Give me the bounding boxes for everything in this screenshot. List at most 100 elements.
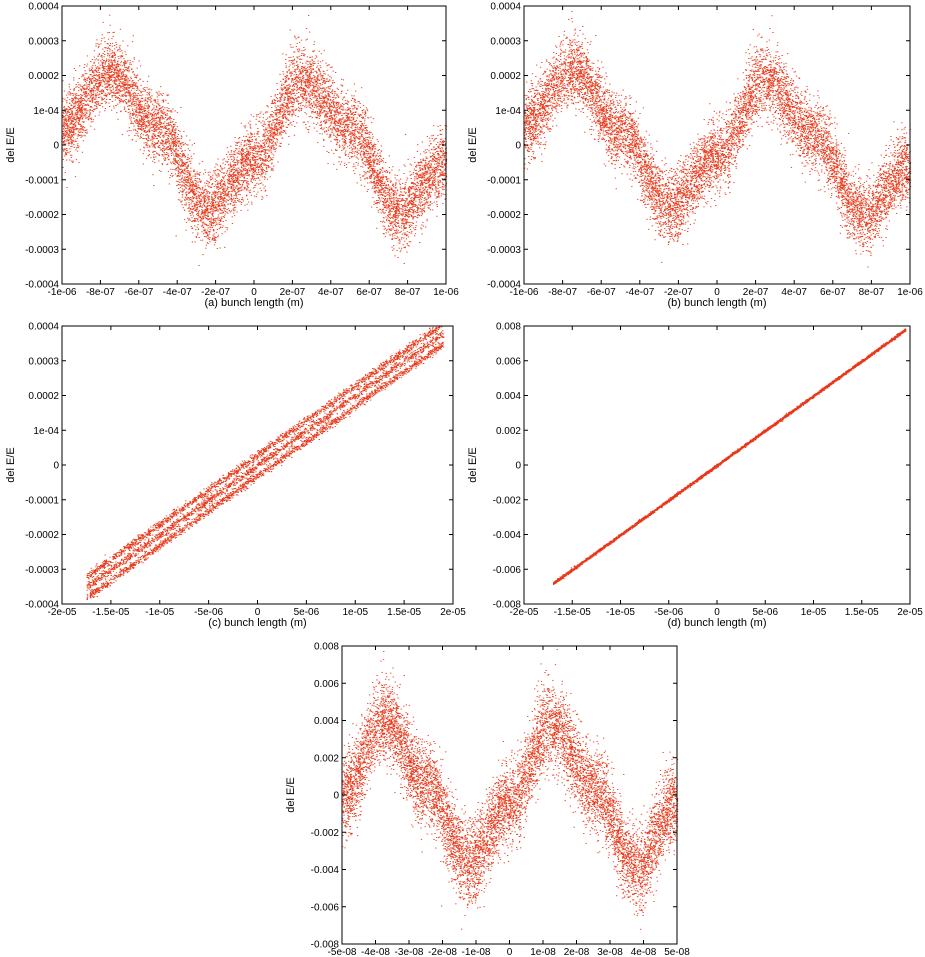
- data-point: [135, 132, 137, 134]
- data-point: [275, 125, 277, 127]
- data-point: [180, 165, 183, 167]
- data-point: [389, 181, 392, 183]
- data-point: [97, 67, 99, 69]
- data-point: [329, 135, 331, 137]
- data-point: [355, 102, 357, 103]
- data-point: [391, 205, 394, 207]
- data-point: [413, 183, 415, 185]
- data-point: [84, 85, 86, 87]
- data-point: [364, 128, 366, 129]
- data-point: [118, 92, 120, 94]
- data-point: [324, 94, 326, 96]
- data-point: [351, 95, 353, 97]
- data-point: [89, 74, 91, 75]
- data-point: [97, 89, 99, 91]
- data-point: [405, 235, 408, 237]
- data-point: [434, 174, 436, 175]
- data-point: [204, 201, 206, 203]
- data-point: [236, 179, 239, 181]
- data-point: [118, 94, 120, 96]
- data-point: [128, 135, 130, 137]
- data-point: [413, 204, 415, 206]
- data-point: [376, 203, 378, 205]
- data-point: [359, 114, 362, 115]
- data-point: [314, 89, 316, 91]
- data-point: [264, 185, 266, 187]
- data-point: [381, 177, 384, 178]
- data-point: [227, 186, 229, 188]
- data-point: [114, 96, 117, 98]
- data-point: [276, 134, 278, 136]
- data-point: [343, 139, 346, 140]
- data-point: [400, 230, 402, 232]
- data-point: [104, 63, 106, 65]
- data-point: [313, 101, 315, 103]
- data-point: [127, 59, 129, 61]
- data-point: [327, 92, 330, 94]
- data-point: [84, 92, 86, 94]
- data-point: [280, 95, 283, 97]
- data-point: [170, 150, 172, 152]
- data-point: [98, 114, 100, 116]
- data-point: [303, 50, 305, 51]
- data-point: [121, 73, 123, 75]
- data-point: [439, 155, 441, 157]
- data-point: [121, 94, 123, 96]
- data-point: [440, 195, 442, 197]
- data-point: [102, 75, 104, 77]
- data-point: [162, 141, 164, 143]
- data-point: [309, 98, 311, 99]
- data-point: [108, 102, 110, 104]
- data-point: [196, 190, 198, 192]
- data-point: [198, 209, 200, 211]
- data-point: [146, 94, 148, 96]
- data-point: [309, 91, 311, 93]
- data-point: [301, 108, 303, 110]
- data-point: [361, 135, 363, 137]
- data-point: [313, 86, 315, 88]
- data-point: [428, 180, 430, 182]
- data-point: [107, 66, 110, 68]
- data-point: [78, 132, 80, 133]
- data-point: [407, 234, 409, 236]
- data-point: [342, 138, 344, 140]
- data-point: [120, 98, 122, 100]
- data-point: [413, 211, 415, 213]
- data-point: [112, 55, 114, 57]
- data-point: [351, 130, 353, 132]
- data-point: [222, 159, 224, 161]
- data-point: [196, 209, 198, 211]
- data-point: [209, 211, 212, 213]
- data-point: [309, 80, 311, 82]
- data-point: [322, 81, 324, 83]
- data-point: [370, 157, 372, 159]
- data-point: [233, 186, 235, 188]
- data-point: [312, 64, 315, 66]
- data-point: [331, 118, 333, 120]
- data-point: [236, 164, 239, 166]
- data-point: [320, 110, 322, 112]
- data-point: [135, 86, 137, 87]
- data-point: [315, 100, 317, 101]
- data-point: [89, 110, 91, 112]
- data-point: [362, 129, 364, 131]
- data-point: [396, 226, 398, 228]
- data-point: [306, 38, 308, 40]
- data-point: [404, 201, 407, 203]
- data-point: [425, 158, 428, 159]
- data-point: [350, 142, 352, 144]
- data-point: [168, 183, 170, 185]
- data-point: [93, 74, 95, 76]
- data-point: [107, 65, 109, 67]
- data-point: [339, 113, 341, 115]
- data-point: [403, 237, 405, 239]
- data-point: [88, 76, 90, 78]
- data-point: [259, 174, 261, 175]
- data-point: [65, 139, 67, 141]
- data-point: [286, 106, 288, 108]
- data-point: [220, 205, 223, 206]
- data-point: [89, 100, 92, 102]
- data-point: [360, 132, 362, 134]
- data-point: [97, 66, 99, 68]
- data-point: [118, 58, 120, 60]
